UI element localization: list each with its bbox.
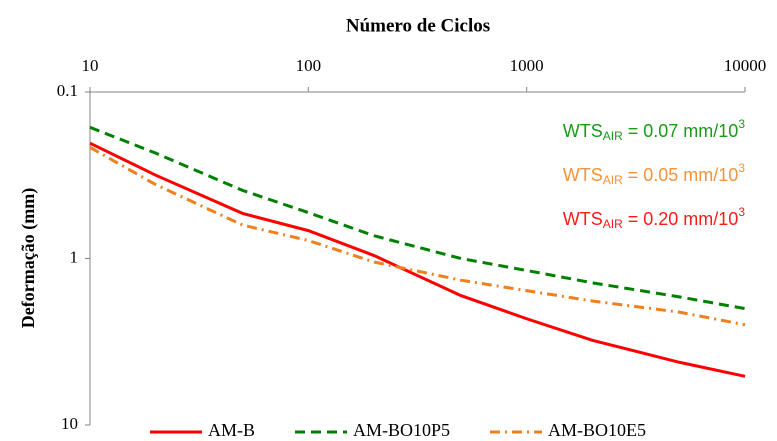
legend-label: AM-B (208, 420, 255, 440)
legend-label: AM-BO10E5 (548, 420, 646, 440)
y-tick-label: 10 (61, 414, 78, 433)
annotation-text: = 0.05 mm/10 (623, 165, 739, 185)
x-tick-label: 100 (296, 56, 322, 75)
x-tick-label: 1000 (510, 56, 544, 75)
annotation-superscript: 3 (738, 117, 745, 131)
annotation-text: WTS (563, 121, 603, 141)
legend-label: AM-BO10P5 (353, 420, 450, 440)
series-line (89, 125, 746, 311)
annotation-subscript: AIR (603, 173, 623, 187)
y-tick-label: 0.1 (57, 81, 78, 100)
x-tick-label: 10 (82, 56, 99, 75)
annotation: WTSAIR = 0.05 mm/103 (563, 161, 746, 187)
x-axis-title: Número de Ciclos (346, 15, 490, 36)
annotation-subscript: AIR (603, 217, 623, 231)
series-line (89, 146, 746, 327)
annotation-superscript: 3 (738, 205, 745, 219)
annotation: WTSAIR = 0.07 mm/103 (563, 117, 746, 143)
annotation-text: = 0.07 mm/10 (623, 121, 739, 141)
annotation-text: = 0.20 mm/10 (623, 209, 739, 229)
y-tick-label: 1 (70, 247, 79, 266)
annotation-superscript: 3 (738, 161, 745, 175)
y-axis-title: Deformação (mm) (18, 188, 39, 328)
series-line (89, 141, 746, 378)
x-tick-label: 10000 (724, 56, 767, 75)
annotation-text: WTS (563, 209, 603, 229)
annotation: WTSAIR = 0.20 mm/103 (563, 205, 746, 231)
annotation-subscript: AIR (603, 129, 623, 143)
annotation-text: WTS (563, 165, 603, 185)
